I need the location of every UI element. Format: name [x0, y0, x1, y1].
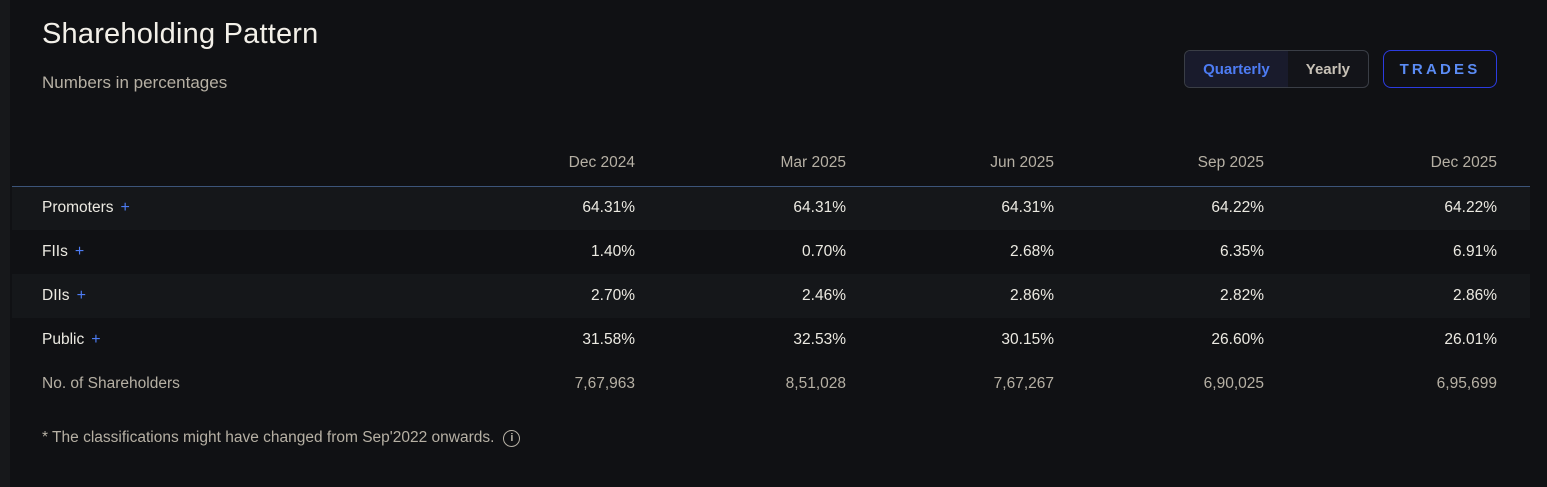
table-row-public: Public + 31.58% 32.53% 30.15% 26.60% 26.0… — [12, 318, 1530, 362]
table-row-shareholders: No. of Shareholders 7,67,963 8,51,028 7,… — [12, 362, 1530, 406]
quarterly-toggle-button[interactable]: Quarterly — [1185, 51, 1288, 87]
info-icon[interactable]: i — [503, 429, 521, 447]
cell-value: 2.46% — [802, 287, 846, 304]
shareholding-table: Dec 2024 Mar 2025 Jun 2025 Sep 2025 Dec … — [12, 140, 1530, 406]
footnote-text: * The classifications might have changed… — [42, 429, 495, 446]
page-subtitle: Numbers in percentages — [42, 73, 228, 92]
cell-value: 64.31% — [582, 199, 635, 217]
row-label-text: Public — [42, 331, 85, 348]
expand-fiis-button[interactable]: + — [74, 243, 85, 260]
cell-value: 6,90,025 — [1203, 375, 1264, 392]
column-header: Mar 2025 — [651, 140, 862, 187]
trades-button[interactable]: TRADES — [1383, 50, 1497, 88]
cell-value: 6.35% — [1220, 243, 1264, 260]
cell-value: 64.22% — [1211, 199, 1264, 217]
expand-promoters-button[interactable]: + — [120, 199, 130, 217]
expand-diis-button[interactable]: + — [76, 287, 86, 304]
page-background-edge — [0, 0, 10, 487]
cell-value: 26.60% — [1211, 331, 1264, 348]
row-label-text: DIIs — [42, 287, 70, 304]
row-label-text: FIIs — [42, 243, 68, 260]
row-label: DIIs + — [12, 274, 440, 318]
period-toggle: Quarterly Yearly — [1184, 50, 1369, 88]
cell-value: 30.15% — [1001, 331, 1054, 348]
row-label: Promoters + — [12, 186, 440, 230]
row-label: Public + — [12, 318, 440, 362]
cell-value: 7,67,963 — [574, 375, 635, 392]
cell-value: 26.01% — [1444, 331, 1497, 348]
yearly-toggle-button[interactable]: Yearly — [1288, 51, 1368, 87]
table-header-row: Dec 2024 Mar 2025 Jun 2025 Sep 2025 Dec … — [12, 140, 1530, 187]
cell-value: 32.53% — [793, 331, 846, 348]
column-header: Dec 2025 — [1280, 140, 1530, 187]
table-row-fiis: FIIs + 1.40% 0.70% 2.68% 6.35% 6.91% — [12, 230, 1530, 274]
cell-value: 31.58% — [582, 331, 635, 348]
cell-value: 64.31% — [793, 199, 846, 217]
column-header: Jun 2025 — [862, 140, 1070, 187]
cell-value: 2.82% — [1220, 287, 1264, 304]
cell-value: 7,67,267 — [993, 375, 1054, 392]
cell-value: 1.40% — [591, 243, 635, 260]
classification-footnote: * The classifications might have changed… — [42, 429, 521, 447]
row-label: FIIs + — [12, 230, 440, 274]
table-row-promoters: Promoters + 64.31% 64.31% 64.31% 64.22% 6… — [12, 186, 1530, 230]
row-label-text: No. of Shareholders — [42, 375, 180, 392]
cell-value: 64.22% — [1444, 199, 1497, 217]
column-header: Dec 2024 — [440, 140, 651, 187]
page-title: Shareholding Pattern — [42, 18, 319, 50]
cell-value: 2.86% — [1453, 287, 1497, 304]
row-label-column-header — [12, 140, 440, 187]
table-row-diis: DIIs + 2.70% 2.46% 2.86% 2.82% 2.86% — [12, 274, 1530, 318]
row-label-text: Promoters — [42, 199, 114, 217]
cell-value: 6.91% — [1453, 243, 1497, 260]
expand-public-button[interactable]: + — [91, 331, 101, 348]
cell-value: 2.68% — [1010, 243, 1054, 260]
cell-value: 2.86% — [1010, 287, 1054, 304]
column-header: Sep 2025 — [1070, 140, 1280, 187]
cell-value: 6,95,699 — [1436, 375, 1497, 392]
cell-value: 0.70% — [802, 243, 846, 260]
cell-value: 8,51,028 — [785, 375, 846, 392]
cell-value: 64.31% — [1001, 199, 1054, 217]
cell-value: 2.70% — [591, 287, 635, 304]
row-label: No. of Shareholders — [12, 362, 440, 406]
